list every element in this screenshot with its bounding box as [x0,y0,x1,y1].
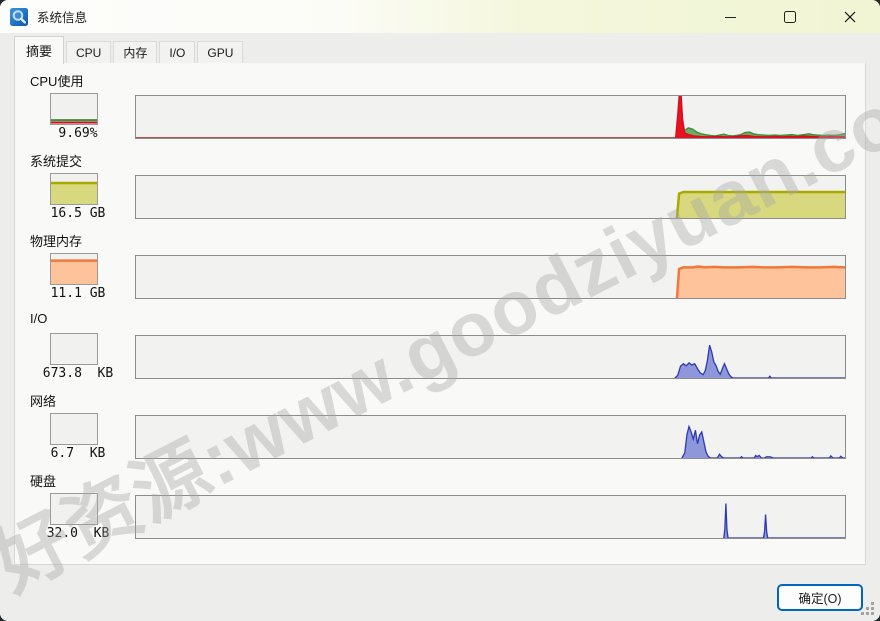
metric-value: 9.69% [58,126,98,141]
minimize-button[interactable] [700,0,760,33]
window-title: 系统信息 [37,11,88,25]
metric-label: CPU使用 [30,74,84,89]
metric-row-io: I/O 673.8 KB [15,309,865,389]
dialog-footer: 确定(O) [0,565,880,621]
metric-label: 系统提交 [30,154,83,169]
disk-mini-graph [50,493,98,525]
metric-row-physical-memory: 物理内存 11.1 GB [15,229,865,309]
tab-io[interactable]: I/O [159,41,196,63]
titlebar: 系统信息 [0,0,880,33]
ok-button[interactable]: 确定(O) [777,584,863,611]
network-mini-graph [50,413,98,445]
close-button[interactable] [820,0,880,33]
disk-history-graph [135,495,846,539]
maximize-icon [784,10,796,23]
metric-row-network: 网络 6.7 KB [15,389,865,469]
metric-value: 673.8 KB [42,366,114,381]
metric-row-disk: 硬盘 32.0 KB [15,469,865,549]
cpu-usage-mini-graph [50,93,98,125]
close-icon [844,11,856,22]
resize-grip[interactable] [860,601,876,617]
window-controls [700,0,880,33]
metric-value: 11.1 GB [50,286,106,301]
maximize-button[interactable] [760,0,820,33]
tab-gpu[interactable]: GPU [197,41,244,63]
io-history-graph [135,335,846,379]
physical-memory-history-graph [135,255,846,299]
tab-memory[interactable]: 内存 [113,41,158,63]
physical-memory-mini-graph [50,253,98,285]
network-history-graph [135,415,846,459]
metric-row-cpu-usage: CPU使用 9.69% [15,69,865,149]
metric-value: 32.0 KB [46,526,110,541]
commit-mini-graph [50,173,98,205]
cpu-usage-history-graph [135,95,846,139]
metric-label: 物理内存 [30,234,83,249]
metric-value: 6.7 KB [50,446,106,461]
minimize-icon [724,16,736,19]
commit-history-graph [135,175,846,219]
io-mini-graph [50,333,98,365]
tab-bar: 摘要 CPU 内存 I/O GPU [0,33,880,64]
metric-label: I/O [30,311,48,326]
tab-summary[interactable]: 摘要 [14,36,65,64]
metric-label: 网络 [30,394,57,409]
summary-panel: CPU使用 9.69% 系统提交 16.5 GB 物理内存 11. [14,62,866,565]
metric-label: 硬盘 [30,474,57,489]
app-icon [10,7,28,26]
tab-cpu[interactable]: CPU [66,41,112,63]
metric-row-system-commit: 系统提交 16.5 GB [15,149,865,229]
metric-value: 16.5 GB [50,206,106,221]
